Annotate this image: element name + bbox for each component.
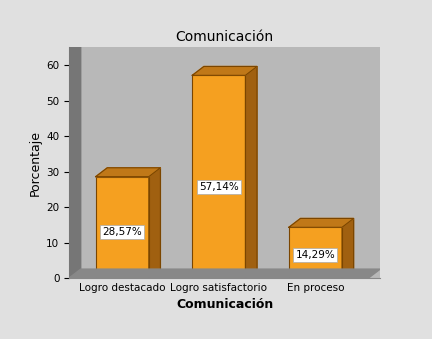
Bar — [95, 177, 149, 278]
Text: 14,29%: 14,29% — [295, 250, 335, 260]
Bar — [289, 227, 342, 278]
Polygon shape — [95, 168, 160, 177]
Title: Comunicación: Comunicación — [175, 29, 274, 43]
X-axis label: Comunicación: Comunicación — [176, 298, 273, 312]
Polygon shape — [289, 218, 354, 227]
Polygon shape — [149, 168, 160, 278]
Polygon shape — [69, 39, 81, 278]
Bar — [192, 75, 245, 278]
Polygon shape — [192, 66, 257, 75]
Polygon shape — [342, 218, 354, 278]
Polygon shape — [245, 66, 257, 278]
Text: 57,14%: 57,14% — [199, 182, 239, 192]
Text: 28,57%: 28,57% — [102, 227, 142, 237]
Polygon shape — [69, 269, 380, 278]
Y-axis label: Porcentaje: Porcentaje — [29, 130, 42, 196]
